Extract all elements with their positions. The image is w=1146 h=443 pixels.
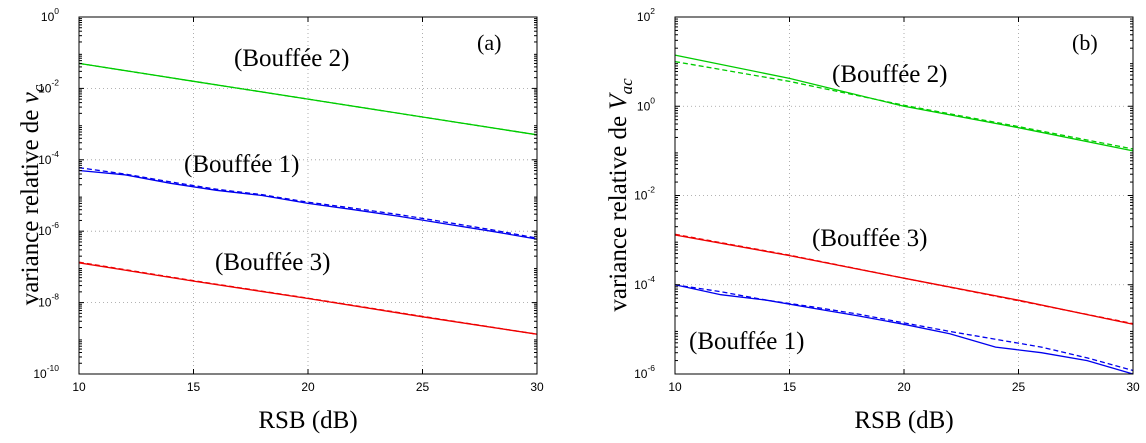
- panel-a-annotation-bouffee-1: (Bouffée 1): [184, 151, 299, 178]
- panel-b-y-axis-label-sub: ac: [617, 78, 636, 95]
- panel-b: 10 15 20 25 30 10-6 10-4 10-2 100 102 (b) (Bouffé…: [605, 6, 1140, 434]
- series-line-6-dashed: [78, 261, 538, 335]
- panel-a-annotation-bouffee-3: (Bouffée 3): [215, 249, 330, 276]
- y-tick-label: 10-10: [33, 363, 59, 381]
- panel-b-series: [674, 54, 1134, 375]
- x-tick-label: 30: [530, 380, 544, 394]
- panel-a-series: [78, 62, 538, 335]
- x-tick-label: 25: [1012, 380, 1026, 394]
- y-tick-label: 10-4: [634, 274, 655, 292]
- x-tick-label: 30: [1126, 380, 1140, 394]
- panel-b-annotation-bouffee-2: (Bouffée 2): [832, 61, 947, 88]
- panel-b-annotation-bouffee-3: (Bouffée 3): [812, 225, 927, 252]
- panel-a-y-axis-label-sub: c: [29, 84, 48, 92]
- panel-a: 10 15 20 25 30 10-10 10-8 10-6 10-4 10-2 100 (a) (…: [17, 6, 544, 434]
- y-tick-label: 10-6: [38, 220, 59, 238]
- panel-a-annotation-bouffee-2: (Bouffée 2): [234, 45, 349, 72]
- y-tick-label: 10-4: [38, 149, 59, 167]
- panel-b-annotation-bouffee-1: (Bouffée 1): [689, 328, 804, 355]
- panel-a-y-axis-label-prefix: variance relative de: [17, 103, 44, 305]
- series-line-4-dashed: [78, 167, 538, 239]
- series-line-2-dashed: [674, 60, 1134, 150]
- series-line-5-solid: [674, 284, 1134, 375]
- panel-b-x-axis-label: RSB (dB): [854, 407, 953, 434]
- y-tick-label: 10-2: [38, 77, 59, 95]
- panel-b-ticks: 10 15 20 25 30 10-6 10-4 10-2 100 102: [634, 6, 1140, 394]
- x-tick-label: 20: [301, 380, 315, 394]
- panel-a-grid: [79, 17, 537, 374]
- y-tick-label: 10-2: [634, 185, 655, 203]
- panel-a-ticks: 10 15 20 25 30 10-10 10-8 10-6 10-4 10-2 100: [33, 6, 544, 394]
- x-tick-label: 10: [668, 380, 682, 394]
- panel-b-y-axis-label-var: V: [605, 92, 632, 110]
- x-tick-label: 20: [897, 380, 911, 394]
- x-tick-label: 15: [187, 380, 201, 394]
- series-line-3-solid: [78, 169, 538, 240]
- panel-a-tag: (a): [477, 30, 501, 55]
- panel-a-x-axis-label: RSB (dB): [258, 407, 357, 434]
- y-tick-label: 100: [41, 6, 59, 24]
- series-line-6-dashed: [674, 284, 1134, 372]
- panel-b-y-axis-label: variance relative de Vac: [605, 78, 636, 312]
- x-tick-label: 15: [783, 380, 797, 394]
- series-line-4-dashed: [674, 233, 1134, 325]
- series-line-2-dashed: [78, 62, 538, 136]
- panel-b-tag: (b): [1072, 30, 1098, 55]
- x-tick-label: 25: [416, 380, 430, 394]
- panel-a-plot-area: [79, 17, 537, 374]
- y-tick-label: 10-8: [38, 292, 59, 310]
- y-tick-label: 10-6: [634, 363, 655, 381]
- y-tick-label: 102: [637, 6, 655, 24]
- panel-a-y-axis-label-var: v: [17, 91, 44, 103]
- x-tick-label: 10: [72, 380, 86, 394]
- panel-a-y-axis-label: variance relative de vc: [17, 84, 48, 305]
- panel-b-y-axis-label-prefix: variance relative de: [605, 110, 632, 312]
- y-tick-label: 100: [637, 95, 655, 113]
- series-line-1-solid: [674, 54, 1134, 152]
